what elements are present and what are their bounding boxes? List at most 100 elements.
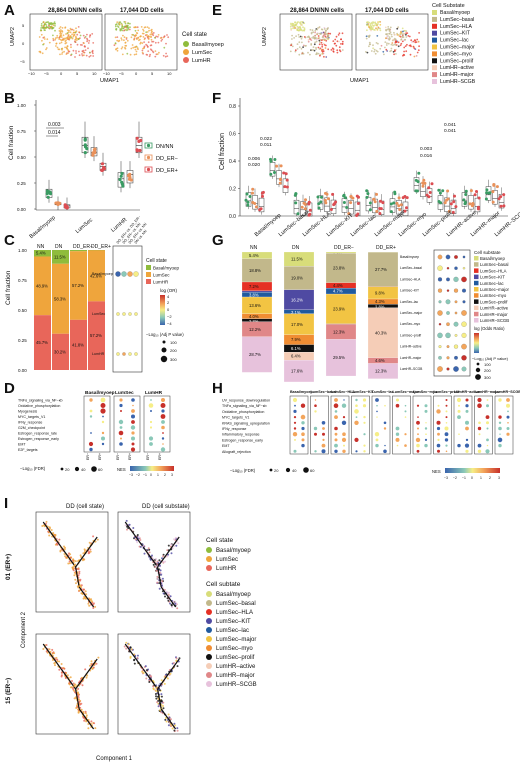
umap-point: [300, 37, 303, 40]
stack-label: 9.8%: [375, 290, 385, 295]
gsea-col-title: LumSec−major: [393, 390, 420, 394]
legend-swatch: [432, 30, 437, 36]
traj-point: [64, 555, 67, 558]
panel-label-g: G: [212, 232, 224, 249]
umap-point: [67, 38, 70, 41]
dot: [453, 366, 459, 372]
gsea-dot: [424, 443, 428, 448]
umap-point: [389, 31, 392, 34]
size-key-dot: [91, 466, 97, 472]
traj-point: [161, 700, 163, 703]
umap-point: [42, 43, 44, 46]
umap-point: [415, 41, 418, 43]
ytick-label: 1.00: [18, 248, 27, 253]
box: [269, 162, 276, 177]
size-key-dot: [161, 347, 167, 353]
box-point: [437, 200, 441, 203]
legend-swatch: [432, 23, 437, 29]
gsea-dot: [294, 404, 296, 407]
panel-label-h: H: [212, 380, 223, 397]
gsea-dot: [90, 432, 92, 434]
umap-point: [301, 29, 304, 32]
box-point: [324, 201, 328, 205]
traj-point: [77, 693, 80, 696]
umap-point: [118, 39, 121, 42]
legend-swatch: [432, 37, 437, 43]
umap-point: [392, 50, 395, 53]
gsea-dot: [101, 431, 105, 435]
umap-point: [129, 53, 132, 56]
box-point: [485, 191, 489, 195]
box-point: [441, 189, 445, 193]
gsea-dot: [161, 398, 165, 402]
traj-point: [78, 589, 81, 592]
dot: [438, 323, 442, 326]
gsea-dot: [437, 449, 440, 453]
umap-point: [61, 30, 64, 33]
umap-point: [376, 35, 379, 37]
traj-point: [76, 691, 79, 694]
traj-point: [81, 684, 84, 687]
legend-swatch: [432, 16, 437, 22]
umap-point: [321, 52, 324, 55]
size-key-dot: [285, 467, 291, 473]
traj-point: [147, 547, 150, 550]
dot: [133, 271, 139, 277]
umap-point: [38, 36, 41, 38]
umap-point: [379, 27, 382, 30]
traj-point: [72, 687, 74, 690]
umap-point: [320, 41, 323, 44]
box-point: [283, 185, 287, 189]
umap-point: [294, 27, 297, 29]
gsea-dot: [437, 438, 440, 441]
traj-point: [63, 548, 66, 551]
traj-point: [78, 572, 81, 575]
box-point: [275, 164, 279, 168]
gsea-dot: [436, 443, 441, 448]
legend-g: Basal/myoepLumSec–basalLumSec–HLALumSec–…: [474, 256, 509, 323]
traj-point: [174, 602, 177, 605]
umap-point: [400, 38, 403, 41]
traj-line: [160, 708, 177, 730]
box-point: [244, 198, 248, 202]
gsea-dot: [416, 449, 420, 453]
umap-point: [123, 29, 125, 32]
umap-point: [417, 40, 420, 43]
traj-point: [84, 710, 87, 713]
gsea-dot: [355, 450, 358, 453]
traj-point: [85, 714, 88, 717]
bar-group-label: DN: [55, 244, 63, 250]
gsea-dot: [293, 427, 297, 430]
umap-point: [338, 49, 341, 52]
traj-point: [93, 722, 96, 725]
gsea-row-label: EMT: [18, 443, 26, 447]
box-point: [278, 181, 282, 185]
umap-point: [43, 29, 46, 31]
traj-point: [156, 581, 159, 584]
legend-dot: [206, 672, 212, 678]
umap-point: [336, 51, 339, 54]
umap-point: [132, 46, 135, 49]
umap-point: [390, 33, 393, 36]
umap-point: [317, 37, 320, 40]
gsea-dot: [334, 415, 338, 419]
umap-point: [124, 46, 126, 49]
gsea-col-frame: [433, 395, 452, 455]
box-point: [273, 158, 277, 161]
size-key-label: 60: [98, 467, 103, 472]
box: [293, 199, 300, 215]
stack-label: 6.1%: [291, 346, 301, 351]
traj-point: [161, 580, 164, 583]
umap-point: [77, 26, 80, 28]
traj-point: [157, 561, 160, 564]
traj-point: [159, 709, 161, 712]
box-point: [403, 209, 407, 213]
traj-point: [79, 578, 82, 581]
gsea-dot: [436, 426, 441, 431]
traj-point: [45, 520, 48, 523]
umap-point: [403, 50, 405, 53]
size-title-g: −Log₁₀ (Adj P value): [472, 356, 509, 361]
traj-point: [174, 724, 177, 727]
umap-point: [137, 36, 140, 39]
umap-point: [312, 46, 315, 48]
